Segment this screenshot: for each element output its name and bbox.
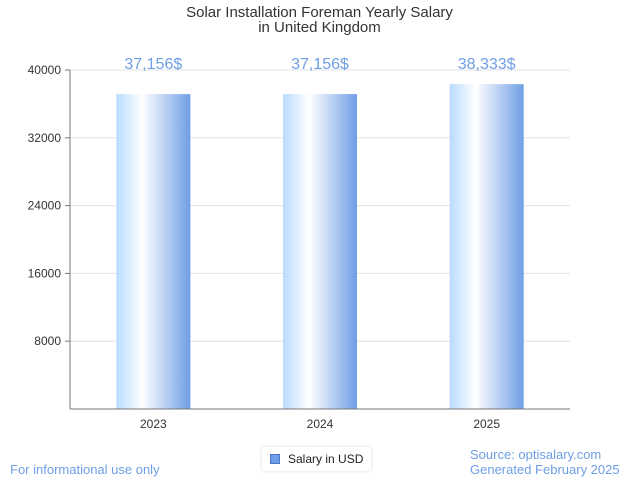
bar-2023 bbox=[116, 94, 191, 409]
chart-title: Solar Installation Foreman Yearly Salary bbox=[186, 4, 453, 21]
data-label: 38,333$ bbox=[458, 56, 516, 73]
disclaimer-text: For informational use only bbox=[10, 462, 160, 477]
y-tick-label: 24000 bbox=[28, 199, 62, 213]
data-label: 37,156$ bbox=[291, 56, 349, 73]
y-tick-label: 32000 bbox=[28, 131, 62, 145]
legend-swatch bbox=[270, 454, 280, 464]
chart-subtitle: in United Kingdom bbox=[258, 19, 381, 36]
source-text: Source: optisalary.com bbox=[470, 447, 602, 462]
y-tick-label: 8000 bbox=[34, 334, 61, 348]
x-tick-label: 2025 bbox=[473, 417, 500, 431]
bar-2024 bbox=[283, 94, 357, 409]
legend: Salary in USD bbox=[262, 447, 372, 471]
bar-2025 bbox=[449, 84, 524, 410]
y-tick-label: 16000 bbox=[28, 266, 62, 280]
x-tick-label: 2024 bbox=[307, 417, 334, 431]
y-tick-label: 40000 bbox=[28, 63, 62, 77]
generated-text: Generated February 2025 bbox=[470, 462, 620, 477]
x-tick-label: 2023 bbox=[140, 417, 167, 431]
data-label: 37,156$ bbox=[124, 56, 182, 73]
legend-label: Salary in USD bbox=[288, 452, 364, 466]
